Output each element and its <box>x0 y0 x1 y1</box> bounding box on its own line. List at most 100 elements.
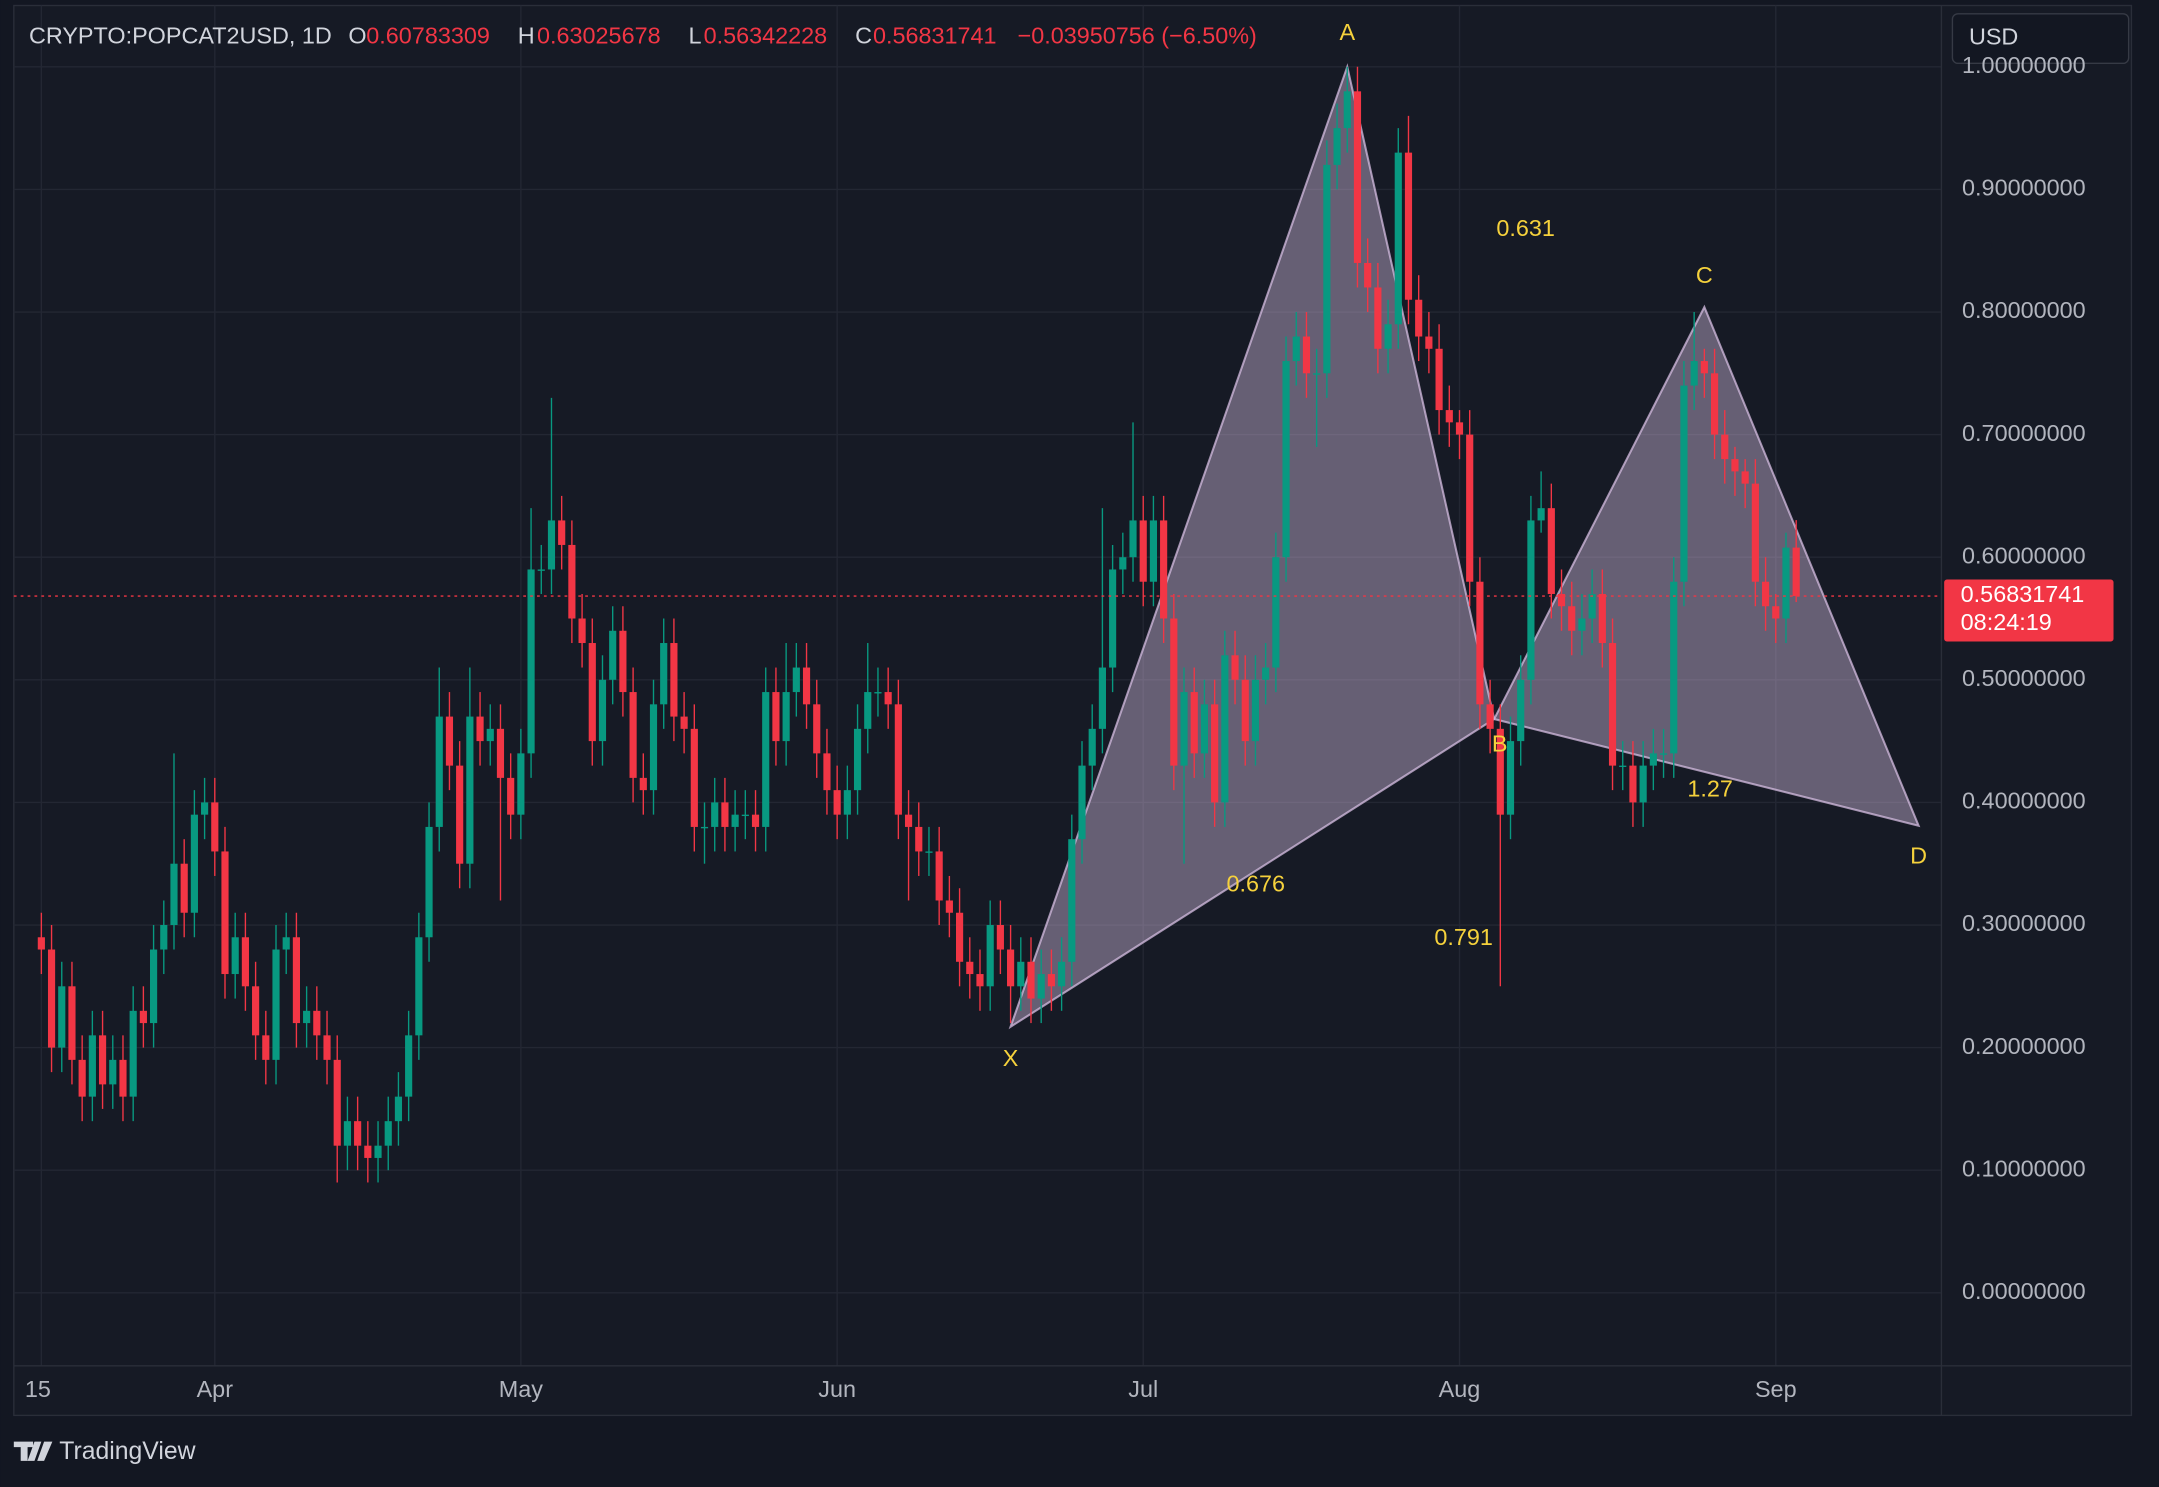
candle-body <box>629 692 637 778</box>
ohlc-letter: H <box>518 22 535 48</box>
candle-body <box>894 704 902 815</box>
candle-body <box>568 544 576 619</box>
candle-body <box>1690 361 1698 386</box>
y-tick-label: 1.00000000 <box>1962 52 2086 78</box>
candle-body <box>1649 753 1657 766</box>
candle-body <box>1496 728 1504 815</box>
candle-body <box>68 986 76 1060</box>
candle-body <box>843 790 851 815</box>
candle-body <box>1741 471 1749 484</box>
candle-body <box>282 937 290 950</box>
candle-body <box>1231 655 1239 680</box>
x-tick-label: Jul <box>1128 1376 1158 1402</box>
candle-body <box>394 1096 403 1122</box>
candle-body <box>609 630 617 680</box>
candle-body <box>1037 974 1045 999</box>
labels: CRYPTO:POPCAT2USD, 1D O 0.60783309 H 0.6… <box>13 13 2130 1465</box>
x-tick-label: Aug <box>1439 1376 1481 1402</box>
candle-body <box>354 1121 362 1146</box>
candle-body <box>751 814 760 827</box>
y-tick-label: 0.40000000 <box>1962 788 2086 814</box>
candle-body <box>37 937 45 950</box>
candle-body <box>1639 765 1647 803</box>
candle-body <box>772 692 780 742</box>
candle-body <box>303 1010 311 1024</box>
candle-body <box>1506 741 1515 815</box>
candle-body <box>262 1035 270 1060</box>
candle-body <box>1200 704 1209 754</box>
candle-body <box>527 569 535 754</box>
x-tick-label: Jun <box>818 1376 856 1402</box>
candle-body <box>1160 520 1168 619</box>
candle-body <box>1149 520 1158 582</box>
candle-body <box>1139 520 1147 582</box>
pattern-point-label: D <box>1910 843 1927 869</box>
candle-body <box>1088 728 1096 766</box>
candle-body <box>1476 581 1484 705</box>
candle-body <box>1782 547 1790 619</box>
candle-body <box>1394 152 1402 325</box>
candle-body <box>1282 361 1290 558</box>
candle-body <box>1374 287 1382 349</box>
candle-body <box>364 1145 372 1158</box>
y-tick-label: 0.30000000 <box>1962 910 2086 936</box>
candle-body <box>639 777 647 791</box>
candle-body <box>190 814 198 913</box>
y-tick-label: 0.20000000 <box>1962 1033 2086 1059</box>
candle-body <box>1241 679 1249 742</box>
currency[interactable]: USD <box>1969 24 2018 50</box>
change-value: −0.03950756 (−6.50%) <box>1018 22 1257 48</box>
candle-body <box>864 692 872 729</box>
y-tick-label: 0.80000000 <box>1962 297 2086 323</box>
candle-body <box>343 1121 352 1146</box>
candle-body <box>1384 324 1392 349</box>
pattern-point-label: A <box>1339 19 1355 45</box>
candle-body <box>1415 299 1423 337</box>
candle-body <box>1302 336 1311 374</box>
candle-body <box>1180 692 1188 766</box>
open-value: 0.60783309 <box>366 22 490 48</box>
candle-body <box>119 1059 127 1097</box>
candle-body <box>241 937 249 987</box>
candle-body <box>925 851 933 853</box>
high-value: 0.63025678 <box>537 22 661 48</box>
candle-body <box>711 802 719 827</box>
candle-body <box>456 765 464 864</box>
candle-body <box>588 643 596 742</box>
x-tick-label: Apr <box>197 1376 234 1402</box>
pattern-ratio: 1.27 <box>1687 776 1733 802</box>
y-tick-label: 0.60000000 <box>1962 542 2086 568</box>
harmonic-pattern <box>1008 63 1921 1030</box>
candle-body <box>802 667 811 705</box>
candle-body <box>1527 520 1535 680</box>
candle-body <box>272 949 280 1060</box>
pattern-ratio: 0.791 <box>1434 924 1493 950</box>
candle-body <box>690 728 698 827</box>
candle-body <box>1129 520 1137 558</box>
candle-body <box>1772 606 1780 619</box>
candle-body <box>1425 336 1433 349</box>
candle-body <box>1343 91 1351 129</box>
candle-body <box>649 704 658 791</box>
candle-body <box>1435 348 1443 411</box>
candle-body <box>1190 692 1198 754</box>
candle-body <box>547 520 556 570</box>
countdown: 08:24:19 <box>1961 609 2052 635</box>
pattern-point-label: C <box>1696 262 1713 288</box>
candle-body <box>1670 581 1678 754</box>
candle-body <box>109 1059 117 1085</box>
candle-body <box>445 716 454 766</box>
candle-body <box>88 1035 96 1097</box>
candles <box>13 66 1942 1183</box>
ohlc-letter: L <box>688 22 701 48</box>
candle-body <box>1007 949 1015 987</box>
currency-button[interactable] <box>1951 13 2130 65</box>
last-price-label: 0.56831741 <box>1961 581 2085 607</box>
candle-body <box>58 986 66 1048</box>
candle-body <box>333 1059 341 1146</box>
candle-body <box>1221 655 1229 803</box>
pattern-ratio: 0.676 <box>1226 871 1285 897</box>
candle-body <box>1680 385 1688 582</box>
candle-body <box>98 1035 107 1085</box>
